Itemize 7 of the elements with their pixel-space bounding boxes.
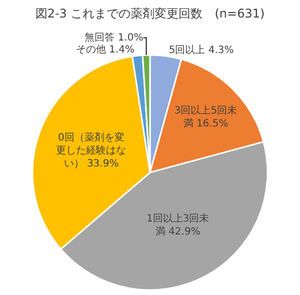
- slice-label: 0回（薬剤を変更した経験はない） 33.9%: [56, 132, 126, 170]
- slice-label: 無回答 1.0%: [84, 32, 144, 44]
- chart-title: 図2-3 これまでの薬剤変更回数 (n=631): [35, 6, 265, 20]
- slice-label: その他 1.4%: [76, 44, 134, 56]
- slice-label: 1回以上3回未満 42.9%: [146, 212, 210, 238]
- slice-label: 3回以上5回未満 16.5%: [174, 104, 238, 130]
- slice-label: 5回以上 4.3%: [168, 44, 234, 56]
